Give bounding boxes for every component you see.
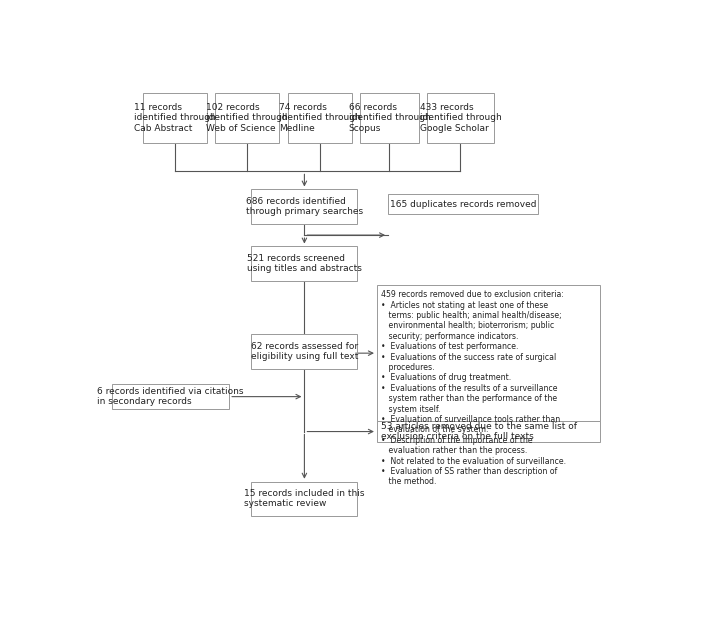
Text: 433 records
identified through
Google Scholar: 433 records identified through Google Sc…	[420, 103, 501, 133]
FancyBboxPatch shape	[360, 93, 418, 143]
Text: 53 articles removed due to the same list of
exclusion criteria on the full texts: 53 articles removed due to the same list…	[381, 422, 577, 441]
FancyBboxPatch shape	[252, 247, 357, 281]
FancyBboxPatch shape	[388, 194, 539, 214]
FancyBboxPatch shape	[252, 334, 357, 368]
FancyBboxPatch shape	[427, 93, 494, 143]
Text: 6 records identified via citations
in secondary records: 6 records identified via citations in se…	[97, 387, 244, 407]
Text: 74 records
identified through
Medline: 74 records identified through Medline	[279, 103, 361, 133]
FancyBboxPatch shape	[252, 189, 357, 224]
FancyBboxPatch shape	[377, 421, 600, 442]
Text: 165 duplicates records removed: 165 duplicates records removed	[390, 200, 536, 209]
Text: 66 records
identified through
Scopus: 66 records identified through Scopus	[349, 103, 430, 133]
FancyBboxPatch shape	[143, 93, 207, 143]
FancyBboxPatch shape	[215, 93, 279, 143]
Text: 686 records identified
through primary searches: 686 records identified through primary s…	[246, 197, 363, 217]
Text: 15 records included in this
systematic review: 15 records included in this systematic r…	[244, 489, 365, 508]
Text: 11 records
identified through
Cab Abstract: 11 records identified through Cab Abstra…	[134, 103, 216, 133]
FancyBboxPatch shape	[288, 93, 352, 143]
Text: 459 records removed due to exclusion criteria:
•  Articles not stating at least : 459 records removed due to exclusion cri…	[381, 290, 567, 486]
FancyBboxPatch shape	[112, 384, 229, 409]
Text: 62 records assessed for
eligibility using full text: 62 records assessed for eligibility usin…	[251, 342, 358, 361]
FancyBboxPatch shape	[252, 482, 357, 516]
Text: 521 records screened
using titles and abstracts: 521 records screened using titles and ab…	[247, 254, 362, 273]
Text: 102 records
identified through
Web of Science: 102 records identified through Web of Sc…	[206, 103, 288, 133]
FancyBboxPatch shape	[377, 286, 600, 421]
